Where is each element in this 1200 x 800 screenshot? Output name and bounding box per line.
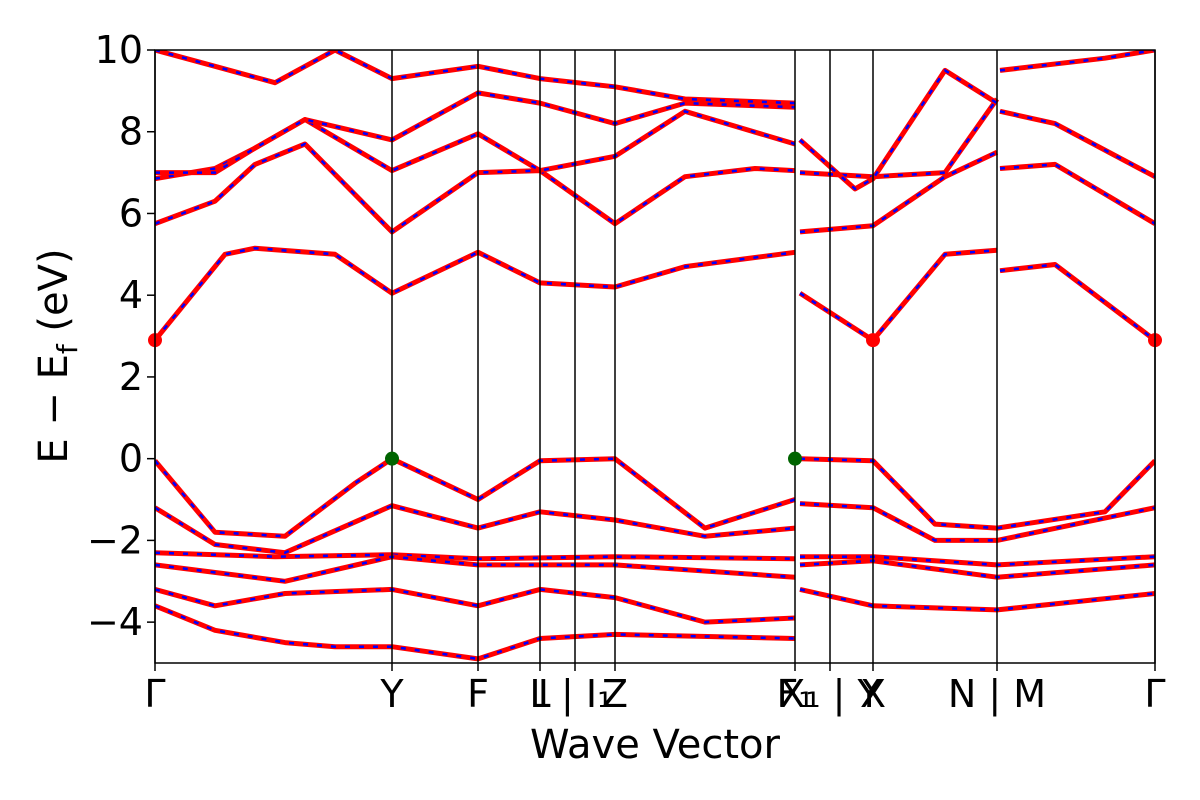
band-line <box>799 501 1155 543</box>
band-line-overlay <box>799 151 998 234</box>
x-tick-label: Y <box>379 672 404 716</box>
x-tick-label: Γ <box>1144 672 1165 716</box>
band-edge-markers <box>148 333 1162 466</box>
y-axis-ticks: −4 −2 0 2 4 6 8 10 <box>87 28 155 644</box>
band-line <box>155 245 796 342</box>
band-edge-marker <box>788 451 802 466</box>
y-tick-label: 6 <box>119 191 143 235</box>
band-line <box>800 554 1155 568</box>
band-line-overlay <box>799 502 1155 542</box>
y-tick-label: 0 <box>119 437 143 481</box>
band-line-overlay <box>155 457 796 538</box>
band-edge-marker <box>866 333 880 348</box>
x-tick-label: Γ <box>144 672 165 716</box>
y-axis-title: E − Ef (eV) <box>31 248 84 463</box>
y-tick-label: −4 <box>87 600 143 644</box>
band-edge-marker <box>385 451 399 466</box>
y-tick-label: 10 <box>95 28 143 72</box>
x-axis-title: Wave Vector <box>530 722 781 768</box>
band-line-overlay <box>999 110 1155 178</box>
band-line <box>155 603 796 662</box>
band-line-overlay <box>155 109 796 180</box>
band-line <box>155 50 796 106</box>
band-line <box>999 262 1155 343</box>
x-tick-label: I | I₁ <box>538 672 613 717</box>
x-tick-label: L <box>529 672 550 716</box>
band-line-overlay <box>999 163 1155 225</box>
x-tick-label: Z <box>602 672 628 716</box>
band-line <box>155 141 796 235</box>
band-line-overlay <box>155 504 796 554</box>
x-tick-label: F <box>467 672 489 716</box>
band-line-overlay <box>155 246 796 341</box>
band-line-overlay <box>155 588 796 624</box>
band-line <box>155 90 796 176</box>
band-lines <box>155 50 1155 662</box>
band-line-overlay <box>155 551 796 561</box>
y-tick-label: −2 <box>87 518 143 562</box>
x-tick-label: X <box>860 672 886 716</box>
x-tick-label: X₁ | Y <box>779 672 881 717</box>
y-tick-label: 2 <box>119 355 143 399</box>
y-tick-label: 4 <box>119 273 143 317</box>
band-line <box>799 586 1155 613</box>
band-line <box>999 50 1155 73</box>
x-tick-label: N | M <box>948 672 1046 717</box>
y-tick-label: 8 <box>119 110 143 154</box>
band-line <box>999 161 1155 226</box>
band-line-overlay <box>799 248 998 342</box>
plot-frame <box>154 49 1156 664</box>
band-line <box>155 503 796 556</box>
band-line <box>155 550 796 562</box>
band-line <box>799 558 1155 580</box>
x-tick-label: F₁ <box>776 672 813 716</box>
band-line-overlay <box>999 263 1155 342</box>
band-line-overlay <box>155 604 796 661</box>
band-line-overlay <box>155 142 796 234</box>
band-line-overlay <box>799 457 1155 530</box>
band-line-overlay <box>155 555 796 583</box>
